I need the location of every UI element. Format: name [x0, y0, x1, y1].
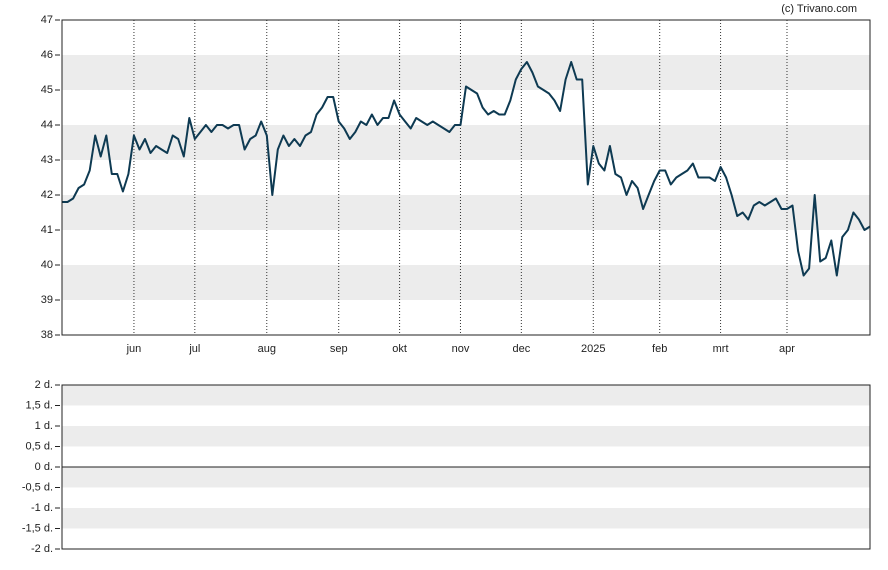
y-tick-label: 39: [41, 294, 53, 306]
x-tick-label: sep: [330, 343, 348, 355]
y-tick-label: 45: [41, 84, 53, 96]
y-tick-label: 0,5 d.: [25, 440, 53, 452]
y-tick-label: 46: [41, 49, 53, 61]
y-tick-label: -2 d.: [31, 543, 53, 555]
x-tick-label: aug: [258, 343, 276, 355]
y-tick-label: 44: [41, 119, 53, 131]
y-tick-label: 41: [41, 224, 53, 236]
y-tick-label: -1 d.: [31, 502, 53, 514]
grid-band: [62, 385, 870, 406]
y-tick-label: 0 d.: [35, 461, 53, 473]
plot-frame: [61, 384, 871, 550]
x-tick-label: nov: [452, 343, 470, 355]
x-tick-label: 2025: [581, 343, 605, 355]
y-tick-label: 40: [41, 259, 53, 271]
y-tick-label: -0,5 d.: [22, 481, 53, 493]
grid-band: [62, 508, 870, 529]
grid-band: [62, 195, 870, 230]
plot-frame: [61, 19, 871, 336]
y-tick-label: 42: [41, 189, 53, 201]
grid-band: [62, 467, 870, 488]
y-tick-label: 47: [41, 14, 53, 26]
y-tick-label: 43: [41, 154, 53, 166]
grid-band: [62, 265, 870, 300]
x-tick-label: apr: [779, 343, 795, 355]
credit: (c) Trivano.com: [781, 3, 857, 15]
y-tick-label: 38: [41, 329, 53, 341]
grid-band: [62, 426, 870, 447]
x-tick-label: mrt: [713, 343, 729, 355]
x-tick-label: feb: [652, 343, 667, 355]
y-tick-label: 1,5 d.: [25, 399, 53, 411]
price-line: [62, 61, 871, 277]
y-tick-label: -1,5 d.: [22, 522, 53, 534]
x-tick-label: dec: [512, 343, 530, 355]
x-tick-label: jun: [126, 343, 142, 355]
grid-band: [62, 125, 870, 160]
x-tick-label: okt: [392, 343, 407, 355]
x-tick-label: jul: [188, 343, 200, 355]
y-tick-label: 2 d.: [35, 379, 53, 391]
y-tick-label: 1 d.: [35, 420, 53, 432]
grid-band: [62, 55, 870, 90]
